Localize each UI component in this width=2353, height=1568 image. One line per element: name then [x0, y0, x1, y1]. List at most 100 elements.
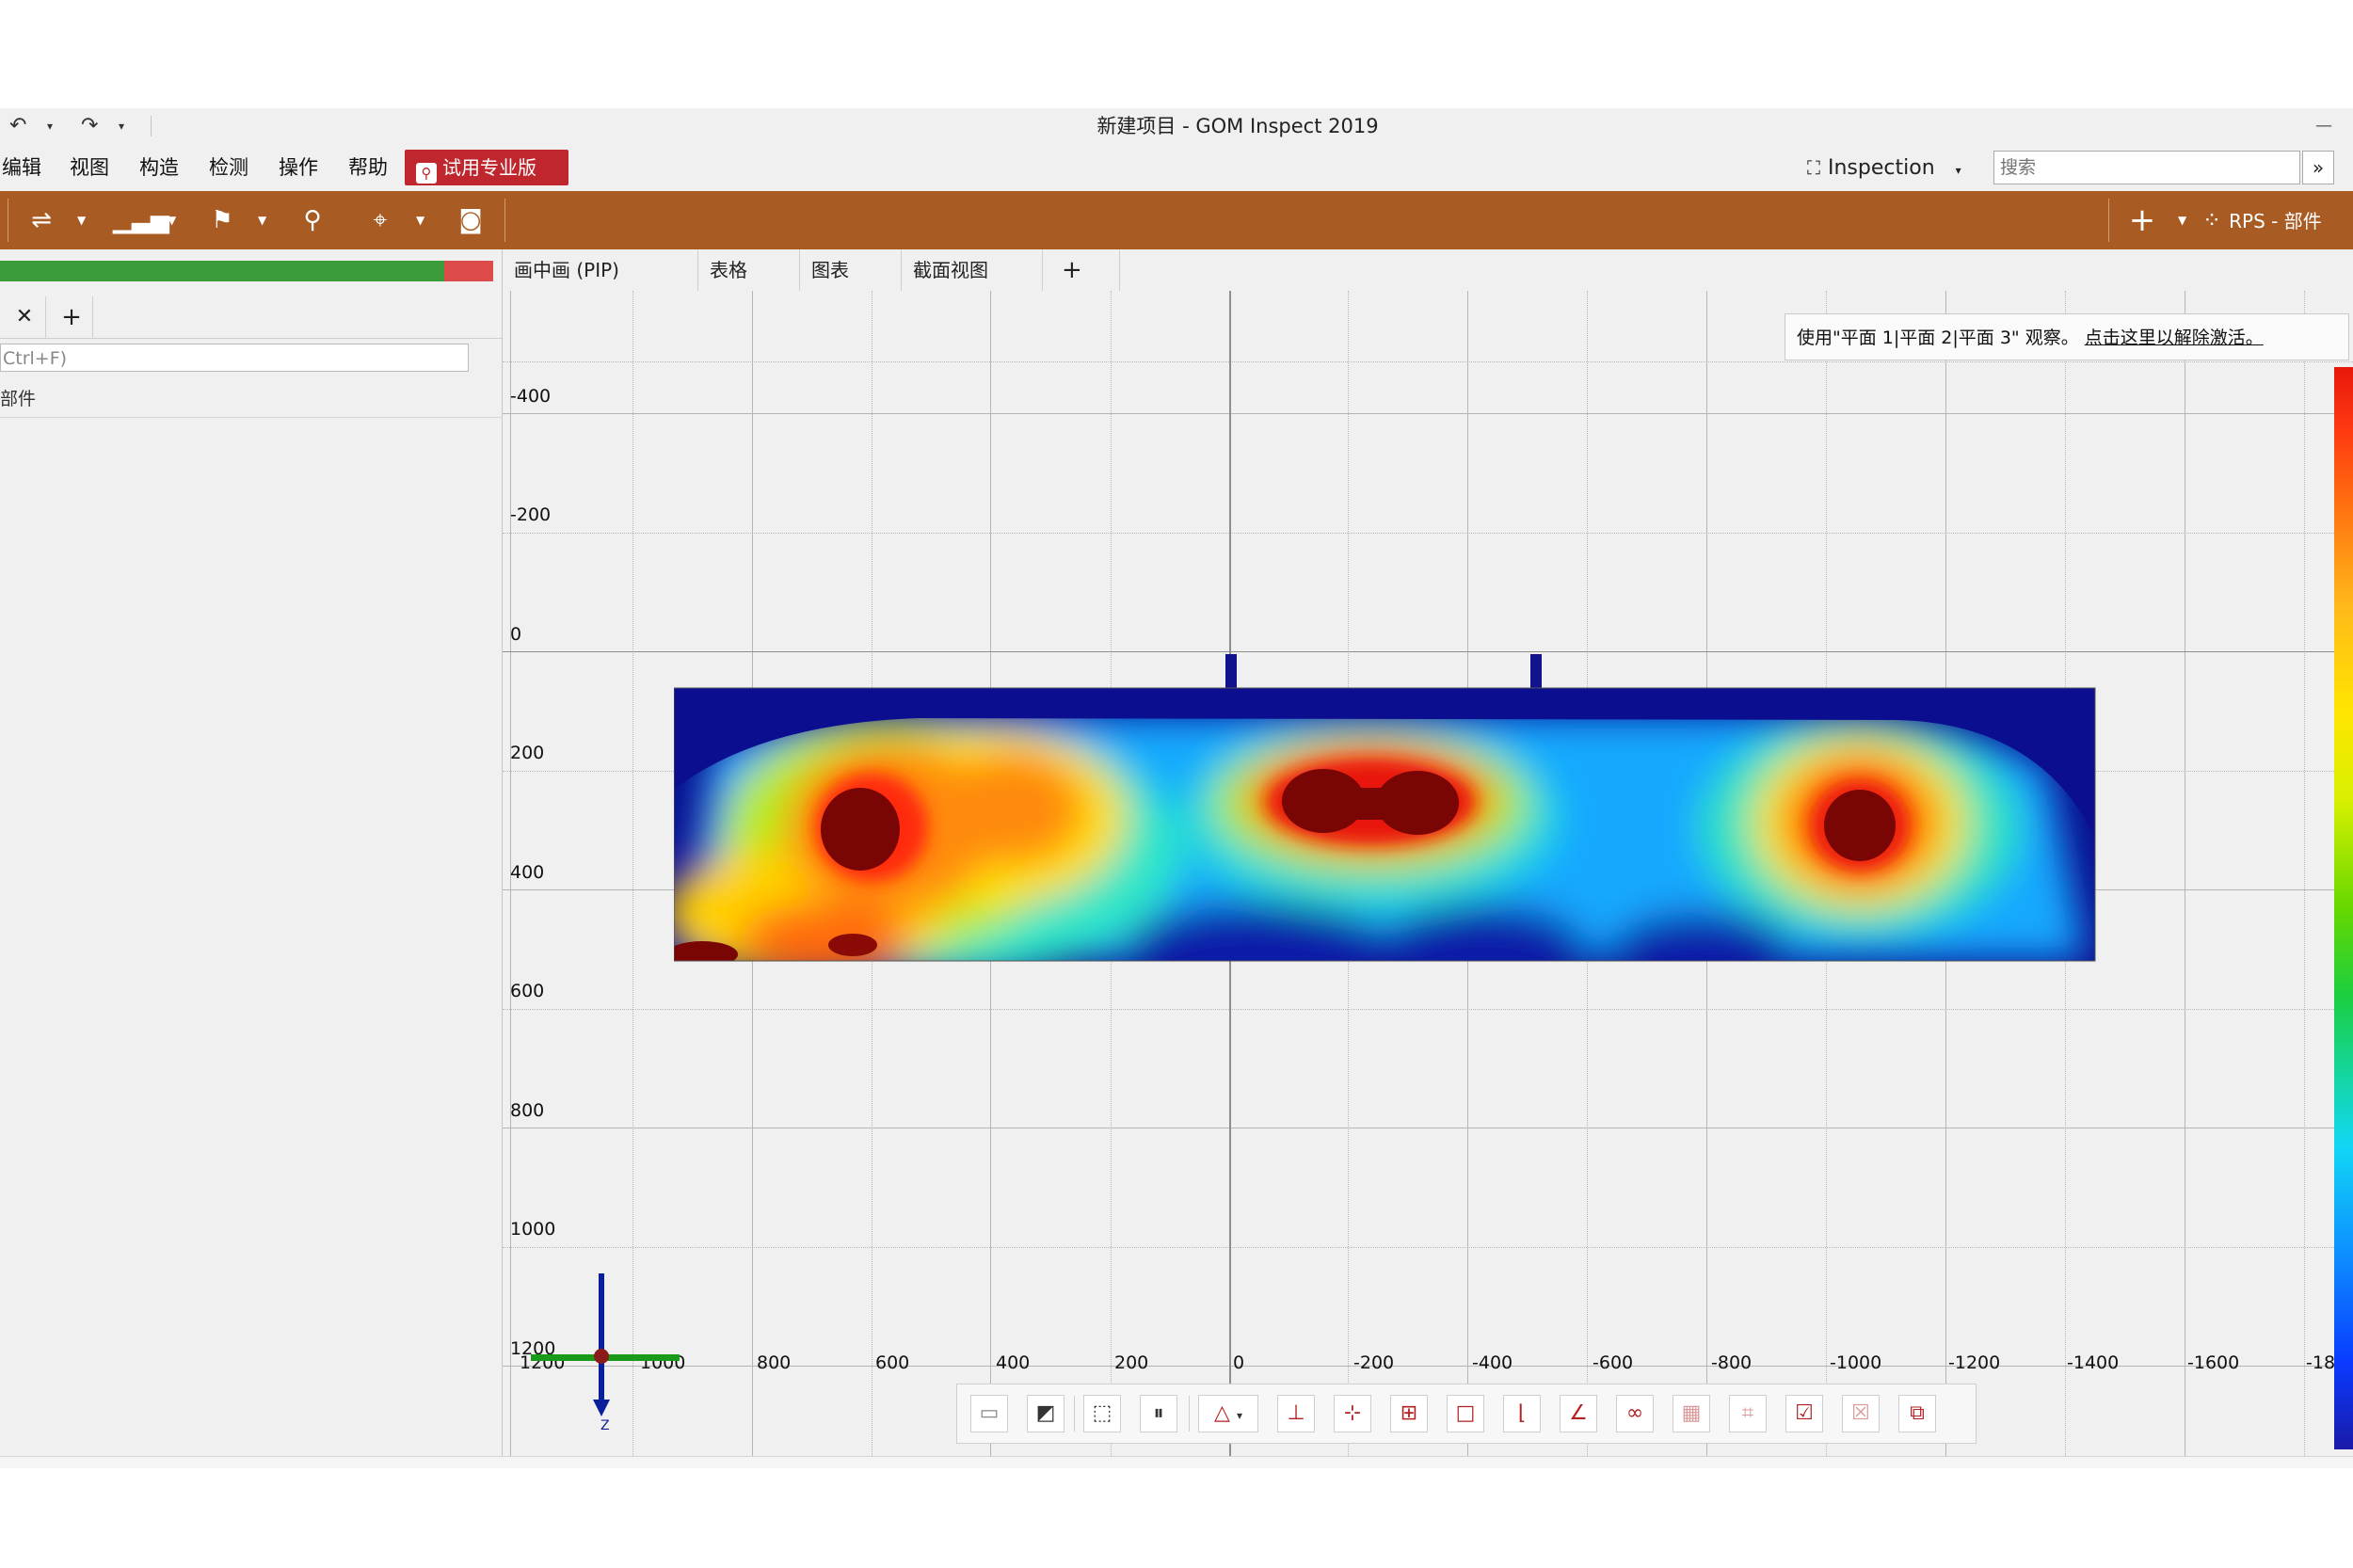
y-tick-label: 0: [510, 624, 522, 645]
menu-construct[interactable]: 构造: [139, 156, 179, 179]
tab-section-view[interactable]: 截面视图: [902, 249, 1043, 291]
x-tick-label: -400: [1472, 1352, 1513, 1373]
view-toggle-icon[interactable]: ▭: [970, 1395, 1008, 1432]
grid-line: [503, 1247, 2353, 1248]
grid-line: [503, 1009, 2353, 1010]
tab-pip[interactable]: 画中画 (PIP): [503, 249, 698, 291]
menu-view[interactable]: 视图: [70, 156, 109, 179]
magnifier-icon[interactable]: ⚲: [303, 206, 322, 234]
check-icon[interactable]: ☑: [1785, 1395, 1823, 1432]
menu-operate[interactable]: 操作: [279, 156, 318, 179]
camera-icon[interactable]: ◙: [458, 206, 483, 234]
frame-icon[interactable]: □: [1447, 1395, 1484, 1432]
explorer-tabs: ✕ +: [0, 296, 502, 339]
x-tick-label: -1200: [1948, 1352, 2001, 1373]
explorer-search-input[interactable]: Ctrl+F): [0, 344, 469, 372]
chevron-down-icon[interactable]: ▼: [77, 214, 87, 227]
window-title: 新建项目 - GOM Inspect 2019: [1096, 115, 1379, 137]
trial-label: 试用专业版: [442, 156, 536, 179]
chevron-down-icon[interactable]: ▼: [168, 214, 177, 227]
triangle-tool-icon[interactable]: △ ▾: [1198, 1395, 1258, 1432]
rps-label: RPS - 部件: [2229, 210, 2322, 232]
tab-chart[interactable]: 图表: [800, 249, 902, 291]
search-input[interactable]: [1993, 151, 2300, 184]
x-tick-label: -600: [1593, 1352, 1634, 1373]
points-icon: ⁘: [2202, 207, 2222, 233]
close-icon[interactable]: ✕: [4, 296, 46, 338]
chevron-down-icon: ▾: [1955, 164, 1961, 177]
grid-line: [503, 413, 2353, 414]
z-axis-icon: [599, 1273, 604, 1405]
undo-dropdown-icon[interactable]: ▾: [47, 120, 54, 133]
x-tick-label: -200: [1353, 1352, 1395, 1373]
bar-chart-icon[interactable]: ▁▃▅: [113, 206, 169, 234]
grid-line: [503, 361, 2353, 362]
status-bar: [0, 1456, 2353, 1468]
expand-icon[interactable]: »: [2302, 151, 2334, 184]
align-tool-icon[interactable]: ⇌: [31, 206, 52, 234]
x-tick-label: -1600: [2187, 1352, 2240, 1373]
chevron-down-icon[interactable]: ▼: [258, 214, 267, 227]
deviation-color-scale: [2334, 367, 2353, 1449]
angle-icon[interactable]: ∠: [1560, 1395, 1597, 1432]
y-tick-label: 800: [510, 1100, 545, 1121]
view-notice: 使用"平面 1|平面 2|平面 3" 观察。 点击这里以解除激活。: [1785, 313, 2349, 360]
add-view-tab-icon[interactable]: +: [1043, 249, 1120, 291]
add-icon[interactable]: +: [2128, 201, 2156, 239]
add-tab-icon[interactable]: +: [51, 296, 93, 338]
mount-tab: [1225, 654, 1237, 692]
menu-inspect[interactable]: 检测: [209, 156, 248, 179]
grid-line: [2304, 291, 2305, 1456]
grid-line: [503, 533, 2353, 534]
grid-line: [632, 291, 633, 1456]
grid-line: [503, 1366, 2353, 1367]
workspace-selector[interactable]: ⛶ Inspection ▾: [1807, 144, 1961, 191]
link-icon[interactable]: ∞: [1616, 1395, 1654, 1432]
rps-part-selector[interactable]: ⁘ RPS - 部件: [2202, 191, 2322, 249]
redo-dropdown-icon[interactable]: ▾: [119, 120, 125, 133]
progress-bar-ok: [0, 261, 444, 281]
toolbar-separator: [1189, 1396, 1190, 1432]
title-divider: [151, 116, 152, 136]
split-view-icon[interactable]: ⏸: [1140, 1395, 1177, 1432]
y-tick-label: 1200: [510, 1338, 556, 1359]
view-tabs: 画中画 (PIP) 表格 图表 截面视图 +: [503, 249, 2353, 292]
title-bar: ↶ ▾ ↷ ▾ 新建项目 - GOM Inspect 2019 —: [0, 108, 2353, 144]
trial-pro-button[interactable]: ⚲ 试用专业版: [405, 150, 568, 185]
plane-align-icon[interactable]: ⊥: [1277, 1395, 1315, 1432]
tab-table[interactable]: 表格: [698, 249, 800, 291]
label-flag-icon[interactable]: ⚑: [211, 206, 233, 234]
invert-selection-icon[interactable]: ◩: [1027, 1395, 1064, 1432]
deviation-colormap[interactable]: [674, 648, 2097, 972]
deactivate-link[interactable]: 点击这里以解除激活。: [2084, 328, 2264, 348]
chevron-down-icon[interactable]: ▼: [416, 214, 425, 227]
undo-icon[interactable]: ↶: [9, 114, 27, 137]
plane-cut-icon[interactable]: ⊹: [1334, 1395, 1371, 1432]
3d-viewport[interactable]: -400 -200 0 200 400 600 800 1000 1200 12…: [503, 291, 2353, 1456]
crosshair-icon[interactable]: ⌖: [373, 206, 388, 234]
toolbar-separator: [2108, 199, 2109, 242]
bracket-icon[interactable]: ⌊: [1503, 1395, 1541, 1432]
fit-icon[interactable]: ⌗: [1729, 1395, 1767, 1432]
chevron-down-icon[interactable]: ▼: [2178, 214, 2187, 227]
redo-icon[interactable]: ↷: [81, 114, 99, 137]
y-tick-label: -200: [510, 504, 552, 525]
measure-icon[interactable]: ⊞: [1390, 1395, 1428, 1432]
y-tick-label: 400: [510, 862, 545, 883]
minimize-button[interactable]: —: [2315, 116, 2332, 136]
x-tick-label: 600: [875, 1352, 910, 1373]
delete-icon[interactable]: ☒: [1842, 1395, 1880, 1432]
x-tick-label: 0: [1233, 1352, 1245, 1373]
z-arrow-icon: [593, 1400, 610, 1416]
rect-select-icon[interactable]: ⬚: [1083, 1395, 1121, 1432]
origin-icon: [594, 1349, 609, 1364]
x-tick-label: -1400: [2067, 1352, 2120, 1373]
mount-tab: [1530, 654, 1542, 692]
x-tick-label: 200: [1114, 1352, 1149, 1373]
menu-help[interactable]: 帮助: [348, 156, 388, 179]
selection-toolbar: ▭ ◩ ⬚ ⏸ △ ▾ ⊥ ⊹ ⊞ □ ⌊ ∠ ∞ ▦ ⌗ ☑ ☒ ⧉: [956, 1384, 1977, 1444]
search-icon: ⚲: [416, 163, 437, 184]
menu-edit[interactable]: 编辑: [2, 156, 41, 179]
transform-icon[interactable]: ⧉: [1898, 1395, 1936, 1432]
grid-icon[interactable]: ▦: [1673, 1395, 1710, 1432]
